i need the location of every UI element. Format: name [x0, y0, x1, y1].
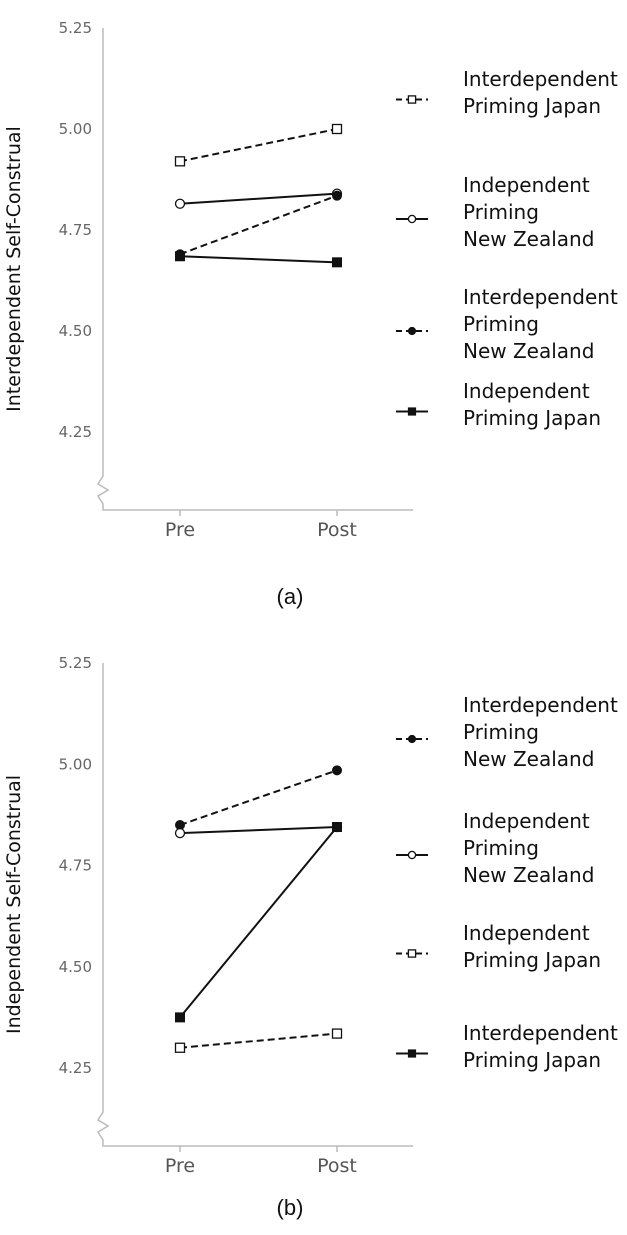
legend-entry: Interdependent Priming New Zealand: [396, 693, 618, 771]
x-tick-label: Post: [317, 519, 357, 541]
legend-label: Interdependent Priming Japan: [463, 67, 618, 118]
y-tick-label: 4.25: [59, 1059, 92, 1077]
marker-square-filled: [332, 822, 342, 833]
marker-square-open: [331, 1028, 343, 1039]
marker-circle-filled: [332, 190, 342, 201]
legend-label-line: Priming: [463, 200, 539, 224]
legend-label-line: Independent: [463, 173, 590, 197]
legend-label-line: Priming: [463, 836, 539, 860]
series-0: [174, 123, 343, 167]
marker-square-open: [331, 123, 343, 135]
axis-lines: [96, 28, 413, 511]
y-tick-label: 5.25: [59, 654, 92, 672]
marker-square-filled: [332, 257, 342, 268]
series-line: [179, 826, 338, 1019]
legend-label-line: Interdependent: [463, 67, 618, 91]
marker-circle-open: [407, 214, 417, 224]
chart-panel-b: 5.25 5.00 4.75 4.50 4.25 Pre Post Independent S…: [3, 654, 618, 1220]
marker-square-filled: [175, 251, 185, 262]
marker-circle-filled: [407, 734, 417, 744]
marker-circle-open: [174, 827, 186, 839]
y-tick-label: 4.25: [59, 423, 92, 441]
legend-label-line: New Zealand: [463, 747, 594, 771]
y-tick-label: 4.75: [59, 221, 92, 239]
legend-label-line: Independent: [463, 379, 590, 403]
y-axis-label: Independent Self-Construal: [3, 775, 25, 1034]
legend-label-line: Priming: [463, 312, 539, 336]
series-1: [174, 821, 343, 839]
marker-circle-filled: [332, 765, 342, 776]
series-line: [179, 128, 338, 163]
legend-label-line: Priming Japan: [463, 948, 601, 972]
marker-square-open: [407, 949, 417, 958]
series-2: [174, 1028, 343, 1053]
y-tick-label: 4.50: [59, 958, 92, 976]
chart-panel-a: 5.25 5.00 4.75 4.50 4.25 Pre Post Interdependen…: [3, 19, 618, 609]
legend-label-line: New Zealand: [463, 339, 594, 363]
series-line: [179, 194, 338, 256]
legend-label-line: Priming Japan: [463, 94, 601, 118]
series-1: [174, 188, 343, 209]
y-tick-label: 5.25: [59, 19, 92, 37]
marker-square-filled: [407, 407, 417, 416]
series-line: [179, 1032, 338, 1049]
series-line: [179, 192, 338, 205]
legend-label: Interdependent Priming New Zealand: [463, 693, 618, 771]
legend-label-line: Independent: [463, 921, 590, 945]
legend-label-line: Priming: [463, 720, 539, 744]
marker-square-filled: [407, 1049, 417, 1058]
marker-circle-filled: [407, 326, 417, 336]
y-tick-label: 4.50: [59, 322, 92, 340]
series-0: [175, 765, 342, 830]
legend-label-line: Interdependent: [463, 285, 618, 309]
y-tick-label: 5.00: [59, 120, 92, 138]
axis-lines: [96, 663, 413, 1147]
series-line: [179, 255, 338, 264]
marker-circle-open: [174, 198, 186, 209]
legend-label: Independent Priming New Zealand: [463, 173, 594, 251]
marker-square-open: [174, 156, 186, 167]
legend-entry: Independent Priming New Zealand: [396, 809, 594, 887]
legend-label-line: Interdependent: [463, 693, 618, 717]
legend-label: Independent Priming Japan: [463, 379, 601, 430]
legend-entry: Independent Priming Japan: [396, 921, 601, 972]
x-tick-label: Post: [317, 1155, 357, 1177]
legend-label-line: Priming Japan: [463, 1048, 601, 1072]
series-line: [179, 826, 338, 835]
legend-label-line: Priming Japan: [463, 406, 601, 430]
series-line: [179, 769, 338, 826]
marker-square-filled: [175, 1012, 185, 1023]
legend-label-line: Interdependent: [463, 1021, 618, 1045]
legend-label-line: Independent: [463, 809, 590, 833]
x-tick-label: Pre: [165, 519, 195, 541]
series-3: [175, 822, 342, 1023]
y-tick-label: 5.00: [59, 755, 92, 773]
legend-label: Interdependent Priming New Zealand: [463, 285, 618, 363]
y-axis-label: Interdependent Self-Construal: [3, 126, 25, 412]
legend-label-line: New Zealand: [463, 863, 594, 887]
marker-circle-open: [407, 850, 417, 860]
y-tick-label: 4.75: [59, 857, 92, 875]
legend-label: Interdependent Priming Japan: [463, 1021, 618, 1072]
legend-label: Independent Priming New Zealand: [463, 809, 594, 887]
legend-entry: Independent Priming New Zealand: [396, 173, 594, 251]
x-tick-label: Pre: [165, 1155, 195, 1177]
legend-entry: Interdependent Priming Japan: [396, 1021, 618, 1072]
series-3: [175, 251, 342, 268]
legend-entry: Independent Priming Japan: [396, 379, 601, 430]
legend-entry: Interdependent Priming New Zealand: [396, 285, 618, 363]
legend-label-line: New Zealand: [463, 227, 594, 251]
legend-entry: Interdependent Priming Japan: [396, 67, 618, 118]
panel-caption: (a): [277, 584, 304, 609]
series-2: [175, 190, 342, 260]
legend-label: Independent Priming Japan: [463, 921, 601, 972]
marker-square-open: [407, 95, 417, 104]
marker-square-open: [174, 1042, 186, 1053]
panel-caption: (b): [277, 1195, 304, 1220]
